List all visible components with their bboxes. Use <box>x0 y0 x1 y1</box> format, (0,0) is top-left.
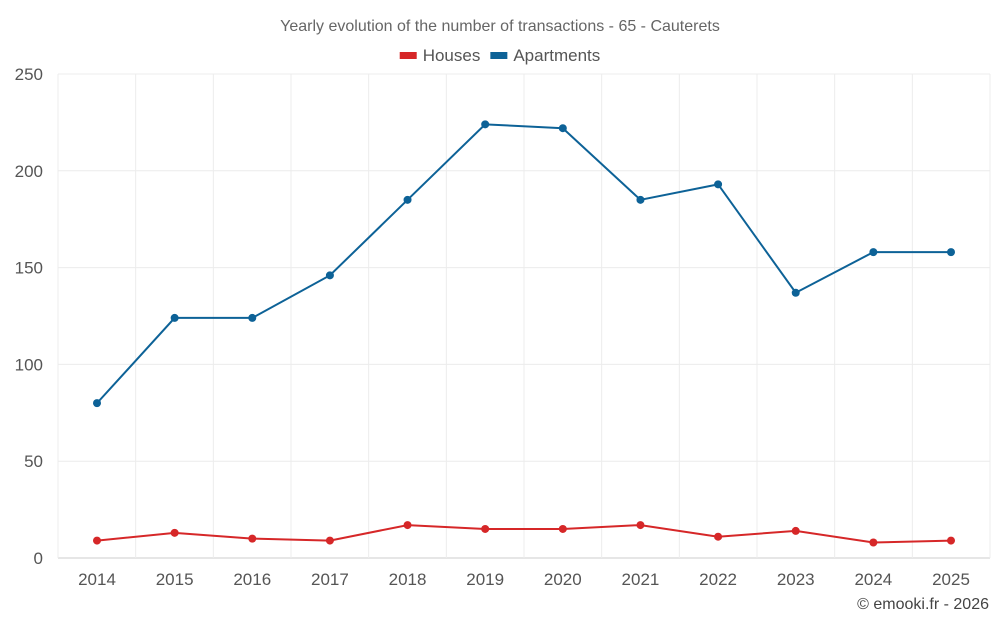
x-axis: 2014 2015 2016 2017 2018 2019 2020 2021 2022 2023… <box>78 570 970 589</box>
data-point <box>791 526 800 535</box>
legend-label: Apartments <box>513 46 600 65</box>
series-apartments <box>93 120 955 408</box>
y-tick-label: 250 <box>15 65 43 84</box>
data-point <box>558 524 567 533</box>
data-point <box>636 195 645 204</box>
data-point <box>714 532 723 541</box>
data-point <box>636 521 645 530</box>
x-tick-label: 2017 <box>311 570 349 589</box>
series-line <box>96 123 951 404</box>
data-point <box>248 534 257 543</box>
data-point <box>93 399 101 408</box>
legend-swatch <box>490 52 508 59</box>
series-layer <box>93 120 955 547</box>
data-point <box>248 313 257 322</box>
y-tick-label: 50 <box>24 452 43 471</box>
x-tick-label: 2019 <box>466 570 504 589</box>
x-tick-label: 2021 <box>622 570 660 589</box>
x-tick-label: 2014 <box>78 570 116 589</box>
data-point <box>481 524 490 533</box>
y-tick-label: 200 <box>15 162 43 181</box>
y-tick-label: 150 <box>15 259 43 278</box>
chart-title: Yearly evolution of the number of transa… <box>280 18 720 35</box>
data-point <box>714 180 723 189</box>
data-point <box>403 521 412 530</box>
legend-item: Apartments <box>490 46 600 65</box>
y-tick-label: 100 <box>15 355 43 374</box>
series-houses <box>93 521 955 547</box>
x-tick-label: 2024 <box>854 570 892 589</box>
data-point <box>869 248 878 257</box>
legend-item: Houses <box>399 46 481 65</box>
x-tick-label: 2016 <box>233 570 271 589</box>
x-tick-label: 2025 <box>932 570 970 589</box>
data-point <box>558 124 567 133</box>
y-axis: 0 50 100 150 200 250 <box>15 65 43 568</box>
grid <box>57 73 991 559</box>
legend-label: Houses <box>423 46 481 65</box>
data-point <box>93 536 101 545</box>
data-point <box>403 195 412 204</box>
data-point <box>869 538 878 547</box>
data-point <box>170 313 179 322</box>
legend-swatch <box>399 52 417 59</box>
data-point <box>481 120 490 129</box>
x-tick-label: 2020 <box>544 570 582 589</box>
y-tick-label: 0 <box>34 549 43 568</box>
x-tick-label: 2023 <box>777 570 815 589</box>
data-point <box>791 288 800 297</box>
legend: Houses Apartments <box>399 46 600 65</box>
data-point <box>170 528 179 537</box>
data-point <box>947 248 955 257</box>
x-tick-label: 2022 <box>699 570 737 589</box>
x-tick-label: 2018 <box>389 570 427 589</box>
footer-credit: © emooki.fr - 2026 <box>857 596 989 613</box>
data-point <box>947 536 955 545</box>
x-tick-label: 2015 <box>156 570 194 589</box>
data-point <box>325 536 334 545</box>
data-point <box>325 271 334 280</box>
series-line <box>96 524 952 544</box>
